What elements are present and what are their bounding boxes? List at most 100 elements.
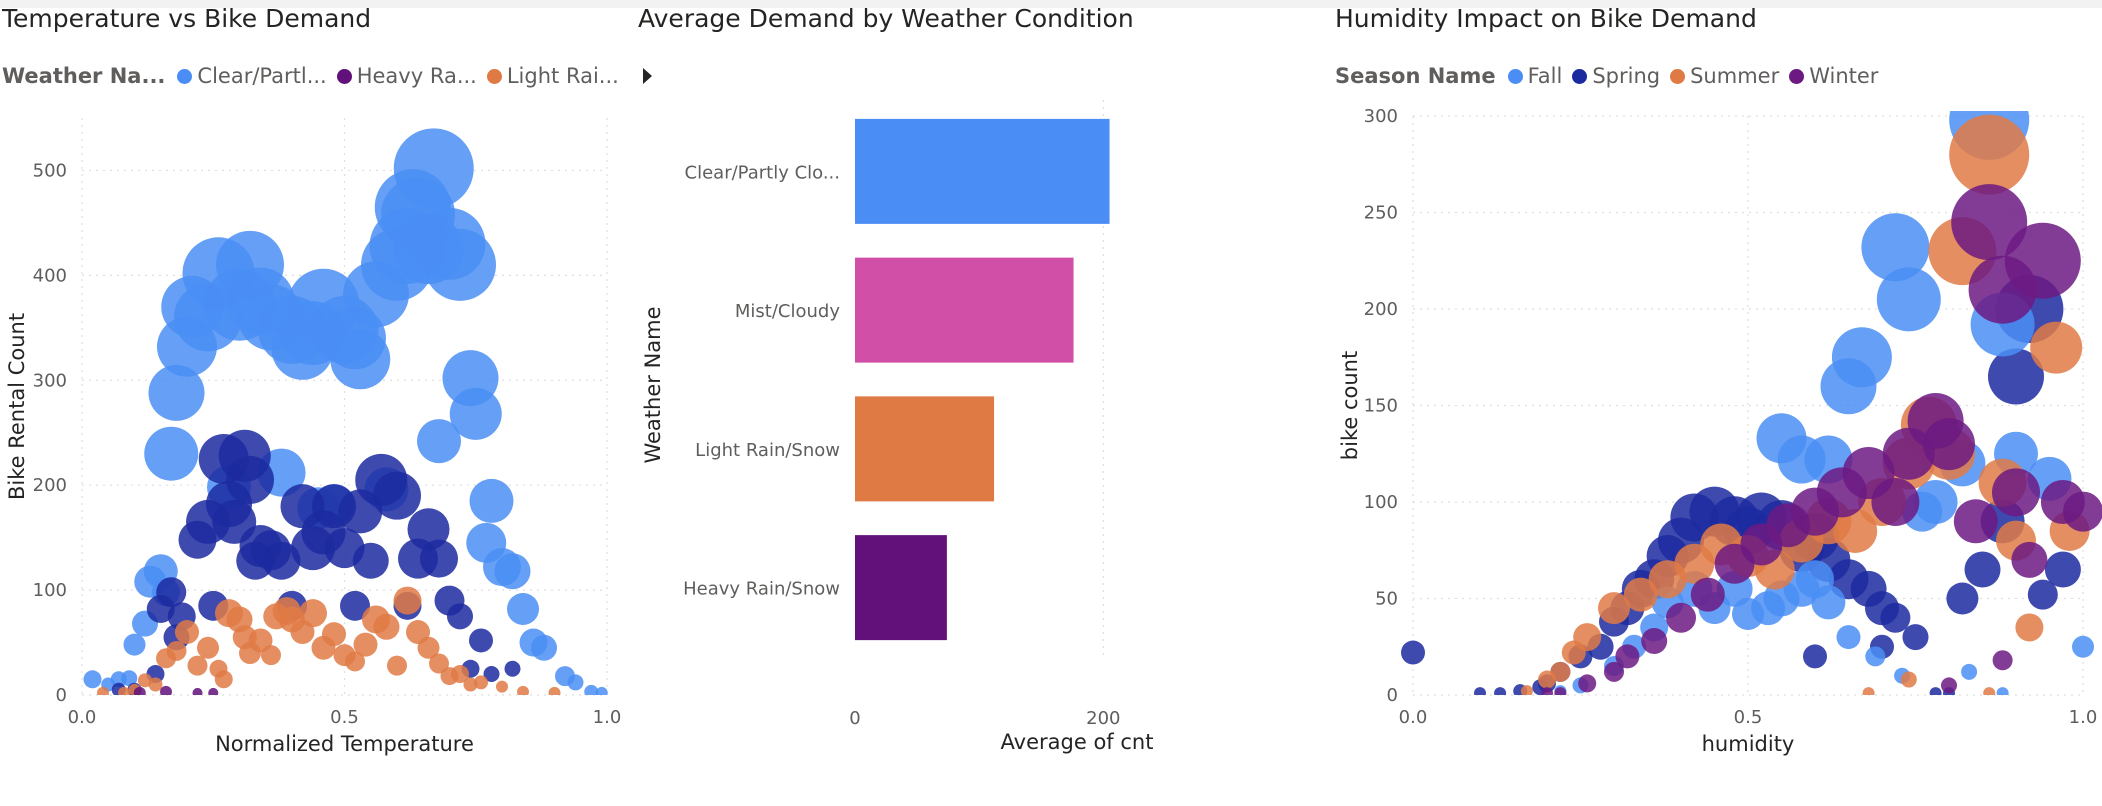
data-point (1913, 480, 1958, 524)
bar (855, 396, 995, 502)
data-point (214, 670, 233, 689)
x-tick-label: 200 (1086, 708, 1120, 729)
data-point (1541, 687, 1553, 695)
y-category-label: Clear/Partly Clo... (685, 162, 840, 183)
legend-dot (336, 68, 352, 84)
data-point (496, 680, 508, 693)
data-point (1876, 267, 1941, 332)
data-point (469, 628, 493, 653)
humidity-scatter-plot[interactable]: 0 50 100 150 200 250 300 0.0 0.5 1.0 humidity bike … (1333, 0, 2102, 806)
data-point (2004, 222, 2081, 299)
y-category-label: Heavy Rain/Snow (683, 579, 840, 600)
data-point (352, 542, 389, 579)
legend-label: Winter (1809, 64, 1879, 88)
data-point (1949, 114, 2030, 195)
y-tick-label: 0 (1387, 685, 1398, 706)
data-point (393, 128, 474, 209)
data-point (1871, 478, 1920, 526)
chart-title: Humidity Impact on Bike Demand (1335, 4, 1757, 33)
legend-item-winter[interactable]: Winter (1789, 64, 1878, 88)
y-tick-label: 50 (1375, 589, 1398, 610)
data-point (1983, 687, 1996, 695)
data-point (2015, 613, 2044, 642)
weather-bar-chart-panel: Average Demand by Weather Condition 0 200… (636, 0, 1196, 806)
data-point (97, 686, 109, 695)
data-point (1474, 687, 1486, 695)
data-point (1861, 213, 1930, 282)
data-point (1690, 577, 1725, 612)
weather-bar-chart[interactable]: 0 200 Clear/Partly Clo... Mist/Cloudy Light … (636, 0, 1196, 806)
data-point (393, 586, 422, 615)
temperature-scatter-plot[interactable]: 0 100 200 300 400 500 0.0 0.5 1.0 Normalized Temp… (0, 0, 622, 806)
data-point (1811, 585, 1846, 620)
legend-label: Clear/Partl... (197, 64, 327, 88)
legend-item-clear[interactable]: Clear/Partl... (177, 64, 327, 88)
legend-dot (1670, 68, 1686, 84)
data-point (208, 687, 219, 695)
legend-label: Fall (1527, 64, 1563, 88)
data-point (387, 655, 407, 676)
y-tick-label: 500 (33, 160, 67, 181)
data-point (1641, 627, 1668, 654)
legend-item-summer[interactable]: Summer (1670, 64, 1779, 88)
data-point (156, 577, 187, 608)
chart-title: Temperature vs Bike Demand (2, 4, 372, 33)
data-point (1550, 661, 1571, 682)
data-point (123, 633, 146, 656)
data-point (340, 590, 370, 621)
legend-item-light[interactable]: Light Rai... (486, 64, 619, 88)
data-point (584, 684, 599, 695)
data-point (417, 636, 440, 659)
y-tick-label: 400 (33, 265, 67, 286)
x-tick-label: 1.0 (593, 707, 622, 728)
x-axis-title: humidity (1702, 732, 1795, 756)
data-point (1831, 327, 1892, 388)
legend-next-arrow-icon[interactable] (642, 68, 652, 84)
x-tick-label: 0.5 (1734, 707, 1763, 728)
data-point (330, 329, 391, 390)
data-point (1623, 577, 1658, 612)
y-tick-label: 200 (33, 475, 67, 496)
data-point (474, 675, 488, 690)
season-legend: Season Name Fall Spring Summer Winter (1335, 64, 1888, 88)
data-point (2072, 635, 2094, 658)
y-tick-label: 300 (33, 370, 67, 391)
data-point (1554, 687, 1567, 695)
data-point (262, 541, 301, 580)
data-point (1520, 685, 1533, 695)
bar (855, 257, 1074, 363)
y-tick-label: 100 (1364, 492, 1398, 513)
data-point (226, 455, 274, 504)
data-point (1615, 644, 1640, 669)
x-tick-label: 1.0 (2069, 707, 2098, 728)
data-point (138, 673, 152, 688)
data-point (1401, 640, 1425, 665)
y-axis-title: Bike Rental Count (5, 313, 29, 500)
y-tick-label: 0 (56, 685, 67, 706)
data-point (1946, 582, 1979, 615)
data-point (1951, 184, 2028, 261)
data-point (192, 687, 203, 695)
legend-label: Light Rai... (506, 64, 619, 88)
data-point (1573, 623, 1602, 652)
legend-item-spring[interactable]: Spring (1572, 64, 1660, 88)
data-point (595, 686, 608, 695)
legend-dot (1789, 68, 1805, 84)
data-point (1598, 592, 1630, 625)
data-point (1666, 602, 1696, 633)
data-point (1862, 687, 1875, 695)
legend-item-heavy[interactable]: Heavy Ra... (336, 64, 477, 88)
data-point (1923, 418, 1975, 471)
data-point (2027, 579, 2058, 610)
data-point (494, 553, 531, 590)
data-point (507, 592, 539, 625)
legend-item-fall[interactable]: Fall (1507, 64, 1563, 88)
data-point (1880, 602, 1911, 633)
x-tick-label: 0.0 (68, 707, 97, 728)
data-point (1803, 644, 1827, 669)
data-point (1992, 650, 2013, 671)
top-strip (0, 0, 2102, 8)
data-point (1929, 687, 1942, 695)
temperature-chart-panel: Temperature vs Bike Demand Weather Na...… (0, 0, 652, 806)
data-point (345, 651, 365, 672)
